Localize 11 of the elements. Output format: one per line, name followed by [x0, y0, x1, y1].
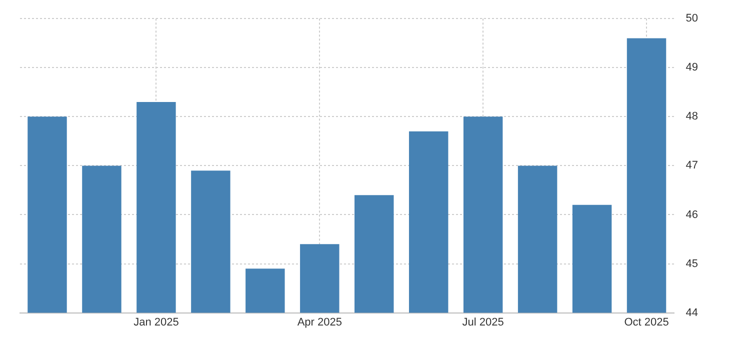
x-tick-label: Jan 2025 — [134, 316, 179, 328]
y-tick-label: 44 — [686, 306, 698, 319]
x-tick-label: Oct 2025 — [624, 316, 669, 328]
x-tick-label: Jul 2025 — [462, 316, 504, 328]
y-tick-label: 47 — [686, 160, 698, 172]
y-tick-label: 48 — [686, 110, 698, 123]
x-tick-label: Apr 2025 — [297, 316, 342, 328]
y-tick-label: 50 — [686, 12, 698, 25]
y-tick-label: 45 — [686, 258, 698, 270]
y-tick-label: 49 — [686, 62, 698, 74]
y-tick-label: 46 — [686, 208, 698, 221]
